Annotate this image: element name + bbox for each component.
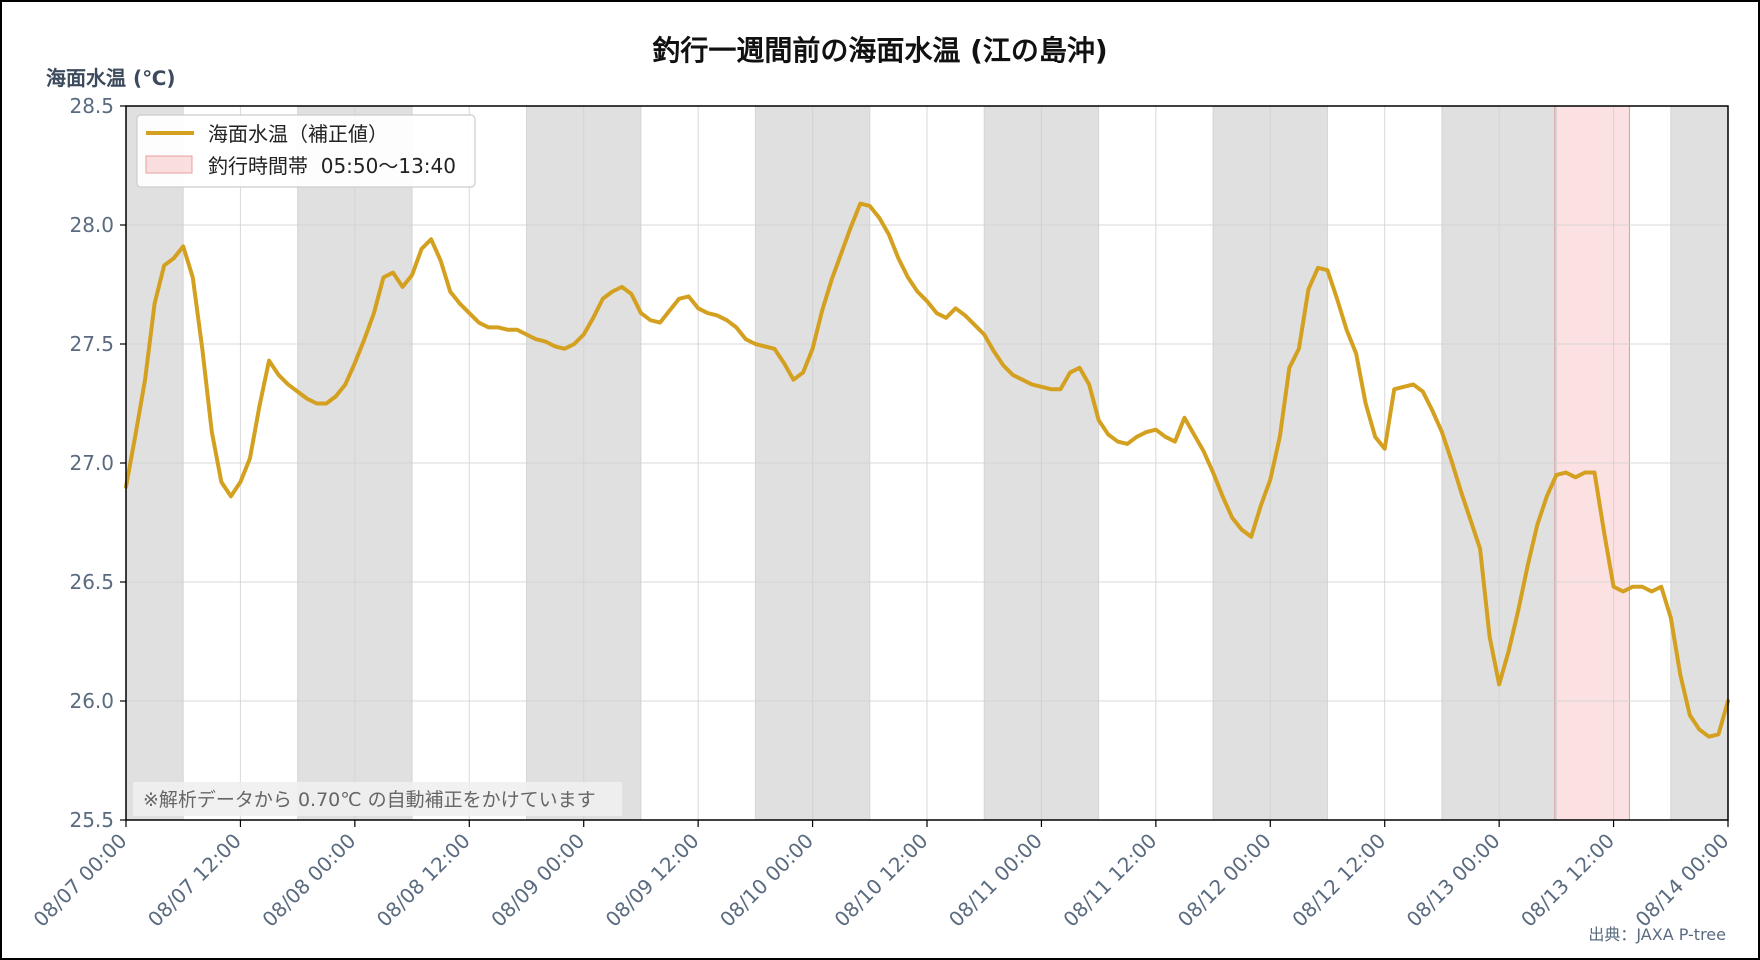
note-box [133, 782, 622, 816]
legend: 海面水温（補正値） 釣行時間帯 05:50〜13:40 [136, 114, 476, 188]
y-tick-label: 26.5 [69, 570, 114, 594]
x-tick-label: 08/10 00:00 [715, 829, 818, 932]
x-tick-label: 08/08 12:00 [372, 829, 475, 932]
x-tick-label: 08/08 00:00 [257, 829, 360, 932]
legend-fishing-swatch [145, 155, 193, 174]
legend-label-sst: 海面水温（補正値） [208, 122, 388, 146]
x-tick-label: 08/07 12:00 [143, 829, 246, 932]
y-tick-group: 25.5 26.0 26.5 27.0 27.5 28.0 28.5 [69, 94, 126, 832]
x-tick-group: 08/07 00:00 08/07 12:00 08/08 00:00 08/08 1… [29, 820, 1734, 932]
y-tick-label: 28.5 [69, 94, 114, 118]
y-tick-label: 25.5 [69, 808, 114, 832]
series-line-sst [124, 201, 1730, 739]
x-tick-label: 08/10 12:00 [830, 829, 933, 932]
series-group [124, 201, 1730, 739]
x-tick-label: 08/14 00:00 [1631, 829, 1734, 932]
x-tick-label: 08/07 00:00 [29, 829, 132, 932]
correction-note: ※解析データから 0.70℃ の自動補正をかけています [143, 789, 596, 811]
y-tick-label: 26.0 [69, 689, 114, 713]
y-axis-label: 海面水温 (℃) [46, 66, 175, 90]
legend-label-fishing: 釣行時間帯 05:50〜13:40 [208, 154, 456, 178]
x-tick-label: 08/09 12:00 [601, 829, 704, 932]
y-tick-label: 27.5 [69, 332, 114, 356]
x-tick-label: 08/09 00:00 [486, 829, 589, 932]
x-tick-label: 08/11 12:00 [1058, 829, 1161, 932]
source-credit: 出典：JAXA P-tree [1588, 925, 1726, 944]
y-tick-label: 28.0 [69, 213, 114, 237]
x-tick-label: 08/11 00:00 [944, 829, 1047, 932]
x-tick-label: 08/13 00:00 [1402, 829, 1505, 932]
x-tick-label: 08/12 12:00 [1287, 829, 1390, 932]
y-tick-label: 27.0 [69, 451, 114, 475]
x-tick-label: 08/13 12:00 [1516, 829, 1619, 932]
legend-box [136, 114, 476, 188]
x-tick-label: 08/12 00:00 [1173, 829, 1276, 932]
chart-title: 釣行一週間前の海面水温 (江の島沖) [652, 34, 1107, 67]
